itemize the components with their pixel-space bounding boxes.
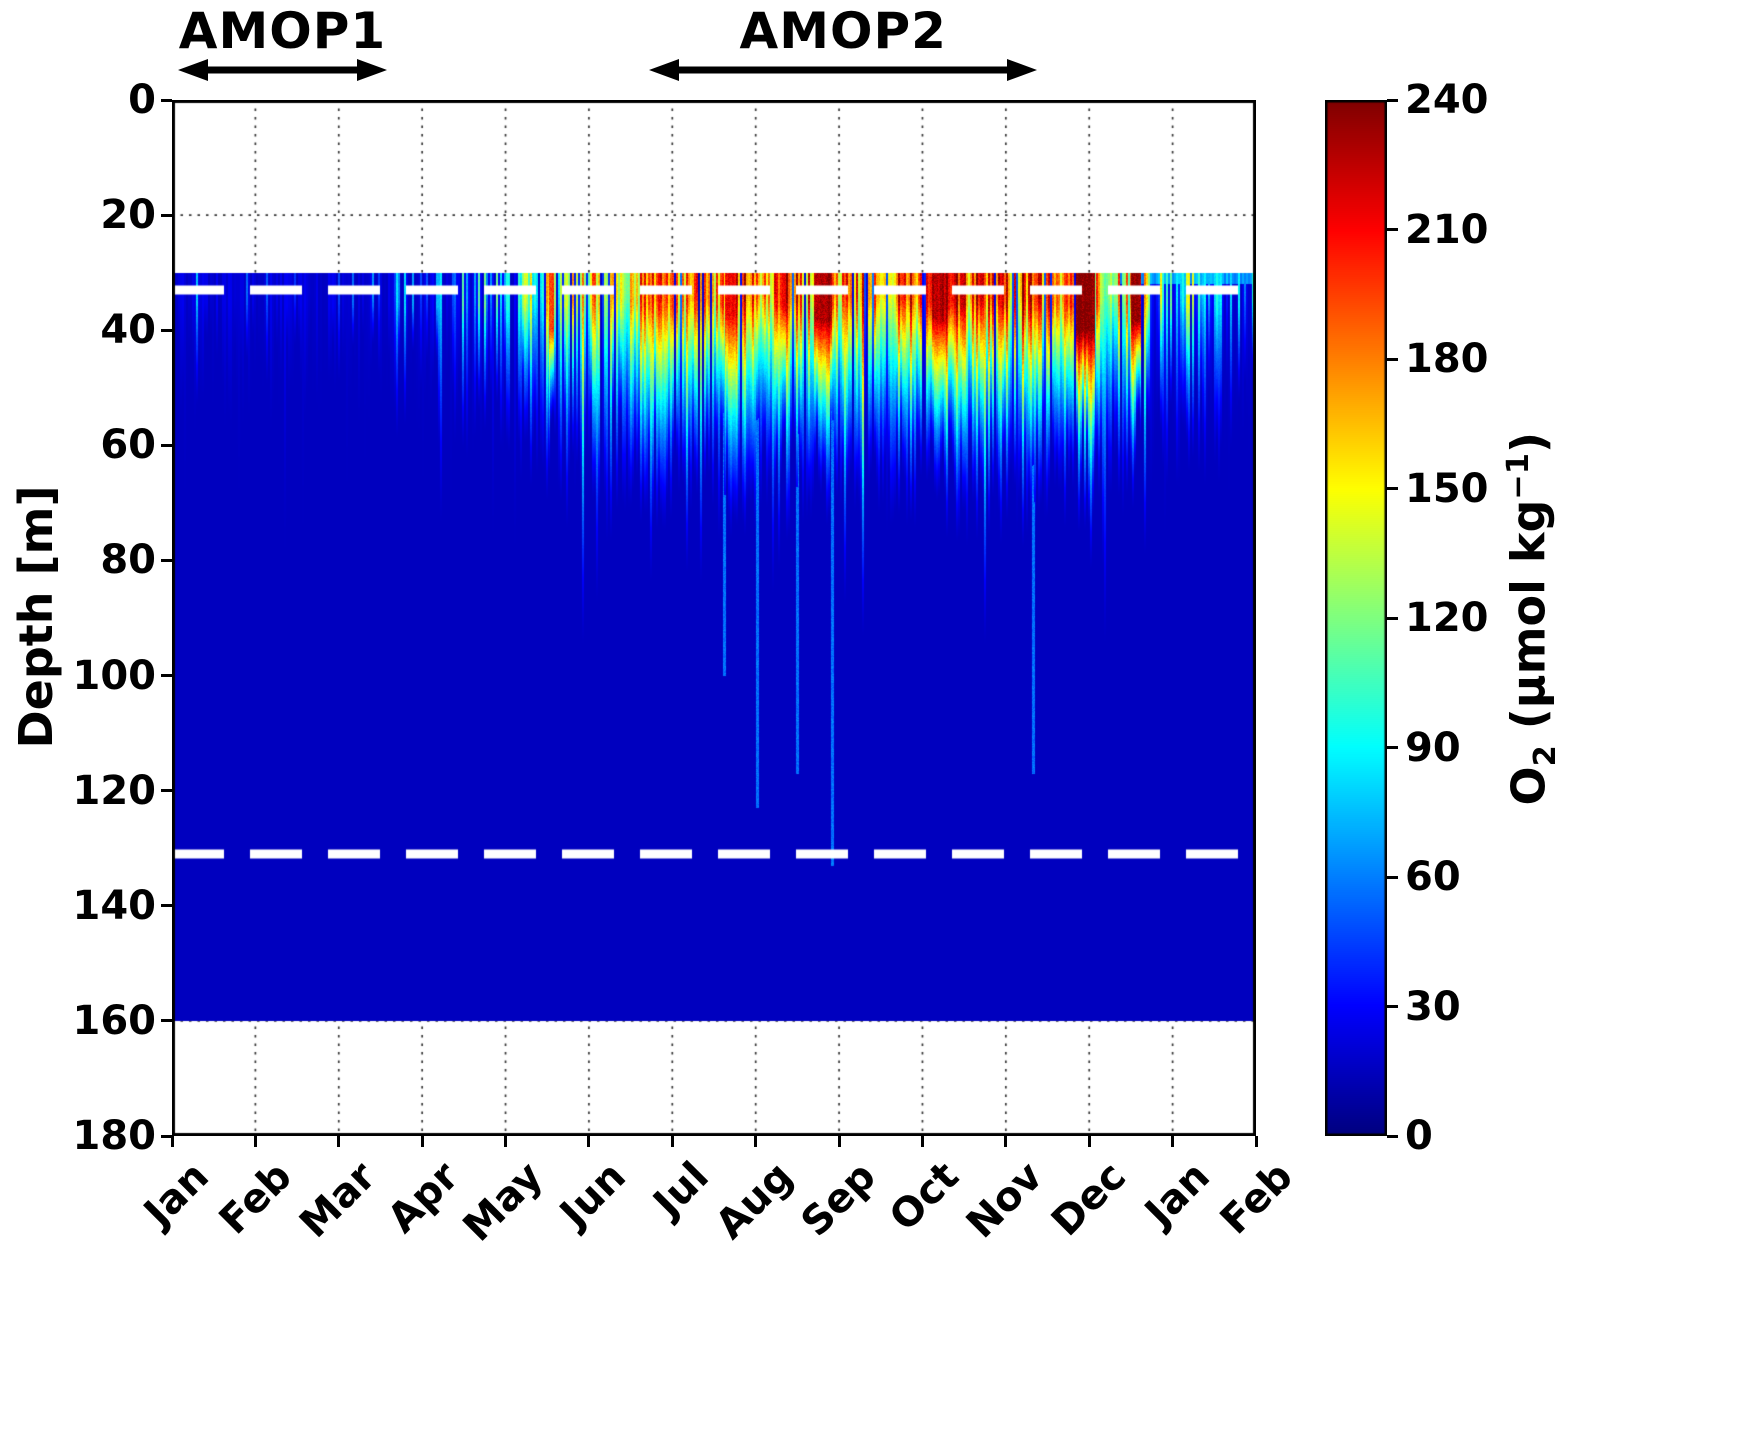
colorbar-tick-label: 30 bbox=[1405, 983, 1461, 1030]
depth-tick-label: 100 bbox=[72, 652, 157, 699]
colorbar-tickmark bbox=[1387, 98, 1398, 102]
campaign-label-amop1: AMOP1 bbox=[178, 2, 387, 60]
depth-tick-label: 160 bbox=[72, 997, 157, 1044]
depth-tickmark bbox=[161, 558, 172, 562]
depth-tick-label: 180 bbox=[72, 1113, 157, 1159]
campaign-arrow-amop1 bbox=[176, 55, 389, 85]
depth-tick-label: 60 bbox=[100, 422, 156, 469]
depth-tickmark bbox=[161, 904, 172, 908]
depth-tickmark bbox=[161, 789, 172, 793]
month-tickmark bbox=[670, 1136, 674, 1147]
colorbar-tickmark bbox=[1387, 487, 1398, 490]
depth-tickmark bbox=[161, 674, 172, 678]
depth-tick-label: 40 bbox=[100, 307, 156, 354]
depth-tickmark bbox=[161, 98, 172, 102]
colorbar-tick-label: 180 bbox=[1405, 336, 1489, 382]
colorbar-tickmark bbox=[1387, 616, 1398, 620]
month-tickmark bbox=[1004, 1136, 1008, 1147]
colorbar-tick-label: 60 bbox=[1405, 854, 1461, 900]
month-tickmark bbox=[837, 1136, 841, 1147]
month-tickmark bbox=[1171, 1136, 1175, 1147]
heatmap-plot-canvas bbox=[172, 100, 1256, 1136]
month-tickmark bbox=[170, 1136, 174, 1147]
colorbar-label-quantity: O bbox=[1501, 766, 1556, 806]
double-arrow-icon bbox=[649, 59, 1038, 81]
colorbar-tick-label: 120 bbox=[1405, 595, 1489, 641]
colorbar-label-close: ) bbox=[1501, 431, 1556, 454]
month-tickmark bbox=[920, 1136, 924, 1147]
campaign-label-amop2: AMOP2 bbox=[739, 2, 947, 60]
colorbar-tickmark bbox=[1387, 875, 1398, 879]
depth-tick-label: 140 bbox=[72, 882, 157, 929]
depth-axis-label: Depth [m] bbox=[9, 485, 63, 749]
month-tickmark bbox=[420, 1136, 424, 1147]
depth-tickmark bbox=[161, 443, 172, 447]
month-tickmark bbox=[337, 1136, 341, 1147]
colorbar-canvas bbox=[1325, 100, 1387, 1136]
colorbar-tickmark bbox=[1387, 746, 1398, 749]
depth-tickmark bbox=[161, 1134, 172, 1138]
double-arrow-icon bbox=[178, 59, 388, 81]
depth-tick-label: 20 bbox=[100, 192, 156, 239]
month-tickmark bbox=[253, 1136, 257, 1147]
depth-tick-label: 80 bbox=[100, 537, 156, 584]
colorbar-tickmark bbox=[1387, 357, 1398, 361]
month-tickmark bbox=[754, 1136, 758, 1147]
colorbar-tick-label: 210 bbox=[1405, 206, 1489, 253]
depth-tick-label: 120 bbox=[72, 767, 157, 814]
colorbar-tickmark bbox=[1387, 1134, 1398, 1138]
depth-tickmark bbox=[161, 213, 172, 217]
month-tickmark bbox=[504, 1136, 508, 1147]
colorbar-tick-label: 240 bbox=[1405, 77, 1489, 123]
month-tickmark bbox=[1087, 1136, 1091, 1147]
campaign-arrow-amop2 bbox=[647, 55, 1039, 85]
depth-tickmark bbox=[161, 1019, 172, 1023]
colorbar-tick-label: 90 bbox=[1405, 724, 1461, 771]
colorbar-tickmark bbox=[1387, 228, 1398, 231]
depth-tick-label: 0 bbox=[128, 77, 156, 123]
month-tickmark bbox=[587, 1136, 591, 1147]
depth-tickmark bbox=[161, 328, 172, 332]
colorbar-tick-label: 0 bbox=[1405, 1113, 1433, 1159]
colorbar-tickmark bbox=[1387, 1005, 1398, 1008]
colorbar-tick-label: 150 bbox=[1405, 465, 1489, 512]
month-tickmark bbox=[1254, 1136, 1258, 1147]
